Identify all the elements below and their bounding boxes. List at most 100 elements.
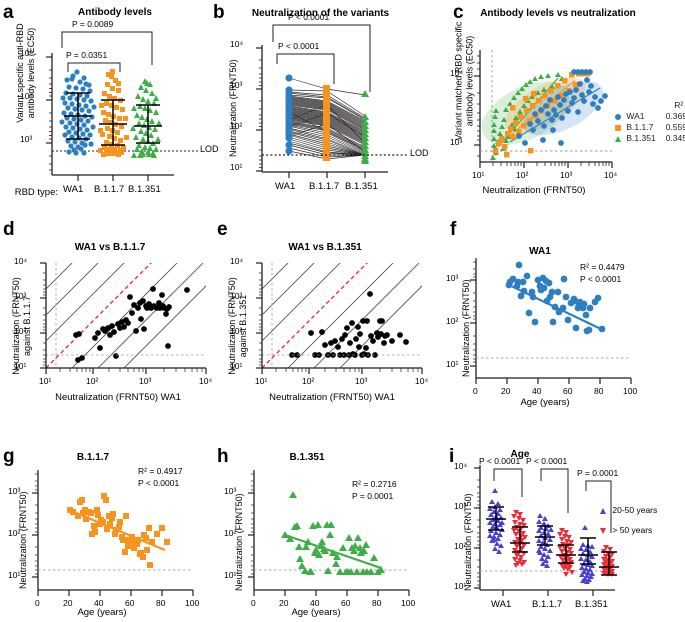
panel-h-xtick-80: 80 — [372, 598, 382, 608]
panel-d-ytick-1: 10¹ — [14, 361, 27, 371]
legend-row-b117: B.1.1.7 0.5595 <0.0001 — [615, 122, 685, 133]
panel-a-xlabel: RBD type: — [14, 187, 58, 198]
panel-b-plot — [256, 24, 408, 178]
panel-a-ytick-3: 10⁵ — [20, 48, 33, 58]
panel-a-xtick-wa1: WA1 — [63, 184, 84, 195]
legend-label-wa1: WA1 — [626, 111, 645, 121]
old-marker-icon — [600, 527, 606, 534]
panel-h-xtick-100: 100 — [401, 598, 416, 608]
panel-e-title: WA1 vs B.1.351 — [288, 242, 362, 253]
panel-g-ytick-3: 10³ — [8, 486, 21, 496]
panel-e-xtick-1: 10¹ — [255, 376, 268, 386]
panel-c-ytick-2: 10⁴ — [450, 68, 464, 78]
legend-label-b1351: B.1.351 — [626, 133, 656, 143]
panel-h-plot — [248, 470, 410, 596]
b117-marker-icon — [615, 124, 621, 131]
panel-h-ytick-2: 10² — [224, 528, 237, 538]
panel-a-lod-label: LOD — [200, 144, 219, 154]
panel-i-legend-label-old: > 50 years — [612, 525, 653, 535]
panel-i: i Age Neutralization (FRNT50) — [440, 425, 685, 622]
panel-g: g B.1.1.7 Neutralization (FRNT50) Age (y… — [0, 425, 228, 622]
panel-a-xtick-b1351: B.1.351 — [128, 184, 161, 195]
panel-i-legend-label-young: 20-50 years — [612, 505, 658, 515]
panel-e-xlabel: Neutralization (FRNT50) WA1 — [269, 392, 395, 403]
panel-b-label: b — [213, 2, 225, 23]
panel-e: e WA1 vs B.1.351 Neutralization (FRNT50)… — [212, 218, 444, 425]
panel-a: a Antibody levels Variant specific anti-… — [0, 0, 228, 218]
panel-g-stat-p: P < 0.0001 — [138, 478, 180, 488]
panel-e-ytick-2: 10² — [230, 326, 243, 336]
panel-e-xtick-3: 10³ — [355, 376, 368, 386]
panel-a-stat-2: P = 0.0351 — [66, 50, 108, 60]
panel-c-label: c — [453, 2, 464, 23]
panel-i-stat-2: P < 0.0001 — [526, 456, 568, 466]
panel-b-ytick-2: 10² — [230, 121, 243, 131]
panel-f-xtick-40: 40 — [532, 386, 542, 396]
panel-b-ytick-4: 10⁴ — [230, 39, 244, 49]
panel-g-xlabel: Age (years) — [77, 607, 127, 618]
panel-e-ytick-3: 10³ — [230, 291, 243, 301]
panel-i-plot — [474, 465, 619, 596]
panel-e-label: e — [217, 219, 228, 240]
panel-a-ylabel: Variant specific anti-RBD antibody level… — [15, 23, 36, 123]
panel-b-xtick-b1351: B.1.351 — [345, 181, 378, 192]
b1351-marker-icon — [615, 135, 621, 142]
legend-r2-b117: 0.5595 — [665, 122, 685, 132]
panel-h-xtick-0: 0 — [251, 598, 256, 608]
panel-g-plot — [32, 470, 194, 596]
panel-h-ytick-1: 10¹ — [224, 570, 237, 580]
panel-a-title: Antibody levels — [78, 7, 152, 18]
panel-i-label: i — [449, 446, 455, 467]
panel-i-ytick-3: 10³ — [454, 501, 467, 511]
panel-a-plot — [46, 31, 198, 181]
panel-a-label: a — [3, 2, 14, 23]
panel-g-xtick-80: 80 — [156, 598, 166, 608]
panel-c-ylabel: Variant matched RBD specific antibody le… — [453, 21, 475, 141]
panel-h-xtick-60: 60 — [341, 598, 351, 608]
panel-h-xtick-40: 40 — [310, 598, 320, 608]
legend-r2-b1351: 0.3459 — [665, 133, 685, 143]
panel-f-xtick-60: 60 — [563, 386, 573, 396]
panel-h-ylabel: Neutralization (FRNT50) — [233, 493, 244, 591]
panel-g-xtick-20: 20 — [63, 598, 73, 608]
panel-f-ytick-2: 10² — [446, 316, 459, 326]
panel-g-xtick-0: 0 — [35, 598, 40, 608]
panel-b-stat-2: P < 0.0001 — [278, 41, 320, 51]
panel-f-xtick-80: 80 — [594, 386, 604, 396]
panel-d-xtick-4: 10⁴ — [199, 376, 213, 386]
panel-i-ytick-1: 10¹ — [454, 581, 467, 591]
panel-c: c Antibody levels vs neutralization Vari… — [440, 0, 685, 218]
panel-d-label: d — [3, 219, 15, 240]
panel-c-xtick-4: 10⁴ — [604, 170, 618, 180]
panel-d-ytick-2: 10² — [14, 326, 27, 336]
panel-c-title: Antibody levels vs neutralization — [480, 8, 636, 19]
legend-r2-wa1: 0.3690 — [665, 111, 685, 121]
panel-a-xtick-b117: B.1.1.7 — [94, 184, 125, 195]
panel-b-ytick-1: 10¹ — [230, 162, 243, 172]
panel-a-stat-1: P = 0.0089 — [72, 19, 114, 29]
panel-i-ytick-2: 10² — [454, 541, 467, 551]
panel-d-xlabel: Neutralization (FRNT50) WA1 — [55, 392, 181, 403]
panel-h-xtick-20: 20 — [279, 598, 289, 608]
panel-i-stat-3: P = 0.0001 — [577, 468, 619, 478]
panel-b-ylabel: Neutralization (FRNT50) — [227, 59, 238, 157]
panel-g-label: g — [3, 446, 15, 467]
young-marker-icon — [600, 507, 606, 514]
panel-i-legend-old: > 50 years — [600, 525, 652, 535]
panel-h-title: B.1.351 — [289, 452, 325, 463]
panel-c-xtick-2: 10² — [516, 170, 529, 180]
legend-header-blank — [615, 100, 660, 111]
panel-g-xtick-60: 60 — [125, 598, 135, 608]
panel-i-stat-1: P < 0.0001 — [479, 456, 521, 466]
panel-h-stat-r2: R² = 0.2716 — [352, 479, 397, 489]
panel-g-xtick-40: 40 — [94, 598, 104, 608]
panel-d: d WA1 vs B.1.1.7 Neutralization (FRNT50)… — [0, 218, 228, 425]
panel-d-title: WA1 vs B.1.1.7 — [74, 242, 146, 253]
panel-g-title: B.1.1.7 — [76, 452, 110, 463]
panel-i-title: Age — [510, 449, 530, 460]
panel-b-title: Neutralization of the variants — [251, 8, 390, 19]
panel-c-plot — [474, 50, 613, 168]
panel-h-xlabel: Age (years) — [291, 607, 341, 618]
panel-c-ytick-1: 10³ — [450, 137, 463, 147]
